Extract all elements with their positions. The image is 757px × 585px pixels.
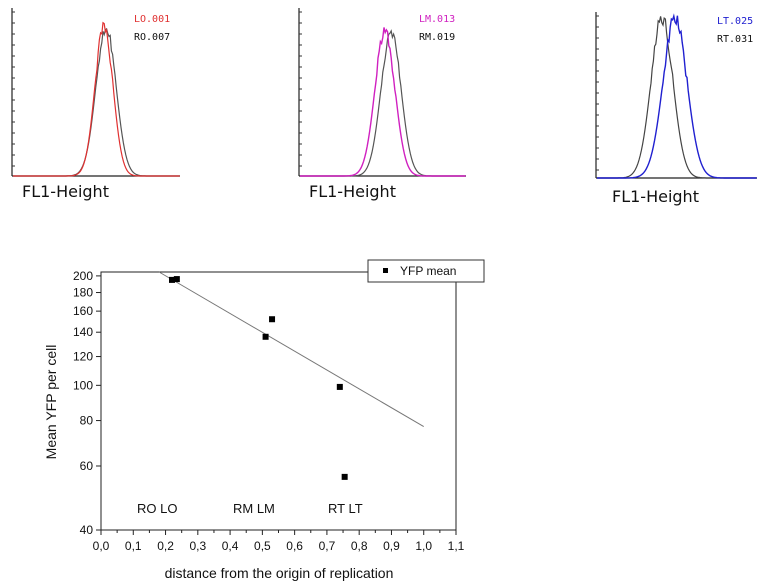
histogram-panel-1: LO.001 RO.007 FL1-Height: [11, 8, 180, 201]
x-tick-label: 1,1: [448, 539, 465, 553]
x-axis-label: distance from the origin of replication: [165, 565, 394, 581]
x-tick-label: 0,6: [286, 539, 303, 553]
legend-marker: [383, 268, 388, 273]
y-tick-label: 160: [73, 304, 93, 318]
x-tick-label: 0,8: [351, 539, 368, 553]
hist-curve-dark-2: [300, 29, 466, 177]
x-tick-label: 0,9: [383, 539, 400, 553]
hist-curve-color-1: [13, 21, 180, 177]
x-tick-label: 0,4: [222, 539, 239, 553]
annotation-rm-lm: RM LM: [233, 501, 275, 516]
data-point: [269, 316, 276, 323]
annotation-rt-lt: RT LT: [328, 501, 363, 516]
y-axis-ticks: 40 60 80 100 120 140 160 180 200: [73, 269, 101, 537]
y-tick-label: 60: [80, 459, 94, 473]
hist-curve-color-3: [597, 13, 757, 179]
x-tick-label: 0,1: [125, 539, 142, 553]
data-point: [336, 383, 343, 390]
x-tick-label: 1,0: [415, 539, 432, 553]
hist-curve-dark-1: [13, 27, 180, 177]
data-point: [341, 473, 348, 480]
y-tick-label: 40: [80, 523, 94, 537]
y-tick-label: 180: [73, 286, 93, 300]
x-tick-label: 0,2: [157, 539, 174, 553]
y-tick-label: 100: [73, 378, 93, 392]
y-tick-label: 200: [73, 269, 93, 283]
x-tick-label: 0,0: [93, 539, 110, 553]
trend-line: [158, 271, 424, 428]
hist-y-ticks: [12, 11, 15, 167]
data-points: [169, 276, 348, 480]
x-tick-label: 0,3: [189, 539, 206, 553]
x-tick-label: 0,7: [319, 539, 336, 553]
hist-label-bottom: RO.007: [134, 32, 170, 43]
hist-curve-color-2: [300, 27, 466, 177]
scatter-plot: 40 60 80 100 120 140 160 180 200 0,0 0,1 0,2 0,3 0,4…: [43, 259, 485, 581]
hist-x-label: FL1-Height: [309, 182, 396, 201]
legend-label: YFP mean: [400, 264, 456, 278]
hist-label-top: LM.013: [419, 14, 455, 25]
y-axis-label: Mean YFP per cell: [43, 345, 59, 460]
y-tick-label: 140: [73, 325, 93, 339]
histogram-panel-3: LT.025 RT.031 FL1-Height: [595, 12, 757, 206]
data-point: [173, 276, 180, 283]
y-tick-label: 120: [73, 350, 93, 364]
x-axis-ticks: 0,0 0,1 0,2 0,3 0,4 0,5 0,6 0,7 0,8 0,9 1,0 1,1: [93, 530, 465, 553]
annotation-ro-lo: RO LO: [137, 501, 177, 516]
hist-x-label: FL1-Height: [22, 182, 109, 201]
data-point: [169, 276, 175, 283]
x-tick-label: 0,5: [254, 539, 271, 553]
hist-label-bottom: RT.031: [717, 34, 753, 45]
hist-label-top: LO.001: [134, 14, 170, 25]
data-point: [262, 333, 269, 340]
y-tick-label: 80: [80, 414, 94, 428]
hist-y-ticks: [596, 15, 599, 171]
hist-label-bottom: RM.019: [419, 32, 455, 43]
hist-label-top: LT.025: [717, 16, 753, 27]
plot-frame: [100, 271, 457, 531]
histogram-panel-2: LM.013 RM.019 FL1-Height: [298, 8, 466, 201]
legend-box: [367, 259, 485, 283]
hist-x-label: FL1-Height: [612, 187, 699, 206]
hist-y-ticks: [299, 11, 302, 167]
legend: YFP mean: [367, 259, 485, 283]
